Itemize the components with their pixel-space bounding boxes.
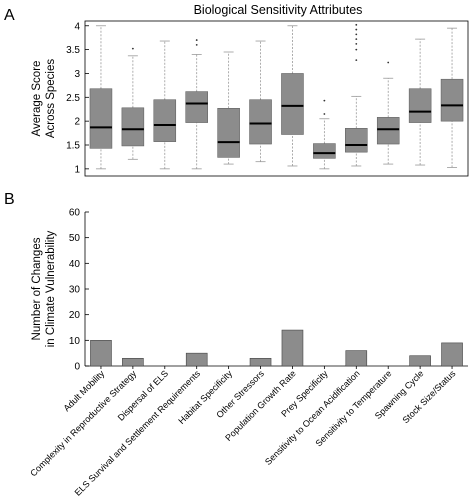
box-plot-panel: 1 1.5 2 2.5 3 3.5 4 Average Score Across Species	[31, 20, 469, 177]
box-4	[185, 39, 208, 170]
y-tick-label: 2	[74, 117, 80, 128]
y-tick-label: 3	[74, 69, 80, 80]
outlier-point	[355, 28, 358, 31]
box-3	[153, 40, 177, 170]
box-iqr	[185, 91, 208, 123]
box-iqr	[121, 107, 145, 147]
y-axis-label-line: Average Score	[31, 61, 43, 137]
box-iqr	[408, 88, 432, 123]
box-2	[121, 47, 145, 160]
box-10	[376, 61, 400, 165]
outlier-point	[387, 61, 390, 64]
outlier-point	[355, 42, 358, 45]
box-7	[281, 25, 304, 167]
bar-7	[281, 329, 304, 367]
box-5	[217, 51, 240, 165]
box-12	[440, 27, 464, 168]
box-8	[313, 99, 336, 170]
y-axis-label-line: in Climate Vulnerability	[45, 230, 57, 347]
outlier-point	[195, 39, 198, 41]
box-iqr	[153, 99, 177, 142]
y-axis-label-line: Number of Changes	[31, 237, 43, 340]
y-tick-label: 1	[74, 164, 80, 175]
box-1	[89, 25, 113, 170]
panel-a-letter: A	[4, 7, 15, 24]
box-iqr	[217, 108, 240, 158]
outlier-point	[323, 99, 326, 102]
bar-chart-panel: 0 10 20 30 40 50 60 Number of Changes in Climate…	[28, 208, 468, 498]
y-tick-label: 1.5	[66, 141, 80, 152]
y-axis-label: Number of Changes in Climate Vulnerabilit…	[31, 230, 57, 347]
bar-6	[249, 357, 272, 367]
panel-b-letter: B	[4, 191, 15, 208]
y-tick-label: 4	[74, 21, 80, 32]
bar-9	[345, 350, 368, 367]
outlier-point	[355, 33, 358, 36]
y-axis-label-line: Across Species	[45, 59, 57, 139]
box-iqr	[440, 78, 464, 122]
x-tick-label: Habitat Specificity	[176, 368, 234, 426]
figure-title: Biological Sensitivity Attributes	[194, 3, 363, 17]
bar-12	[441, 342, 463, 367]
box-iqr	[249, 99, 272, 145]
box-9	[345, 23, 368, 167]
y-tick-label: 40	[69, 259, 81, 270]
y-tick-label: 10	[69, 336, 81, 347]
outlier-point	[355, 38, 358, 41]
box-6	[249, 40, 272, 163]
y-tick-label: 2.5	[66, 93, 80, 104]
box-iqr	[313, 143, 336, 159]
box-iqr	[376, 117, 400, 145]
outlier-point	[323, 113, 326, 115]
outlier-point	[355, 48, 358, 51]
y-tick-label: 3.5	[66, 45, 80, 56]
outlier-point	[131, 47, 134, 50]
bar-11	[409, 355, 431, 367]
box-iqr	[89, 88, 113, 149]
box-iqr	[345, 128, 368, 153]
y-tick-label: 30	[69, 285, 81, 296]
box-11	[408, 38, 432, 166]
box-plot-frame	[84, 20, 469, 177]
y-tick-label: 50	[69, 233, 81, 244]
y-tick-label: 0	[74, 362, 80, 373]
outlier-point	[355, 59, 358, 62]
outlier-point	[355, 23, 358, 26]
bar-2	[122, 357, 144, 367]
y-axis-label: Average Score Across Species	[31, 59, 57, 139]
bar-4	[185, 352, 208, 367]
y-tick-label: 20	[69, 310, 81, 321]
box-iqr	[281, 73, 304, 135]
outlier-point	[195, 43, 198, 46]
y-tick-label: 60	[69, 208, 81, 219]
bar-1	[90, 340, 112, 367]
